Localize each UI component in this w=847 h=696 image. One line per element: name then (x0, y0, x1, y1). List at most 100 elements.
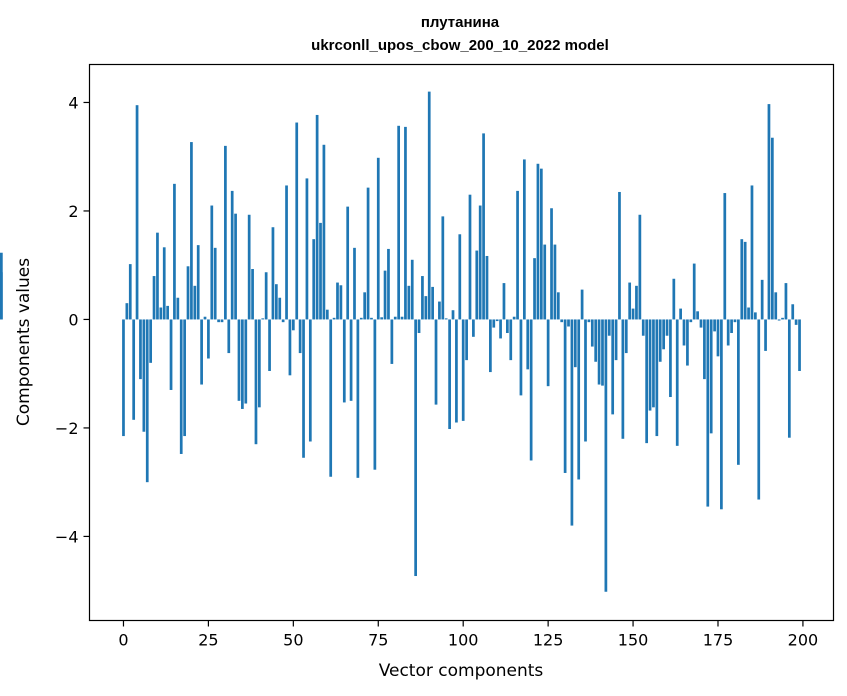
bar-90 (427, 91, 431, 320)
bar-82 (400, 316, 404, 320)
bar-52 (298, 319, 302, 354)
bar-133 (573, 319, 577, 368)
bar-6 (142, 319, 146, 432)
bar-63 (336, 282, 339, 320)
bar-102 (468, 194, 472, 320)
bar-140 (597, 319, 601, 385)
bar-141 (601, 319, 604, 386)
bar-95 (444, 318, 448, 320)
x-tick-label-150: 150 (618, 631, 649, 650)
bar-119 (526, 319, 530, 370)
bar-189 (764, 319, 767, 351)
bar-105 (478, 205, 482, 320)
bar-168 (692, 263, 696, 320)
bar-131 (567, 319, 570, 327)
bar-195 (784, 283, 788, 320)
bar-106 (482, 133, 485, 320)
bar-77 (383, 270, 387, 320)
bar-160 (665, 319, 669, 336)
y-tick-label--4: −4 (55, 527, 79, 546)
bar-130 (563, 319, 567, 473)
bar-83 (404, 126, 407, 320)
y-tick-label-4: 4 (68, 93, 78, 112)
bar-121 (533, 258, 536, 320)
bar-31 (227, 319, 231, 354)
bar-81 (397, 125, 401, 320)
bar-134 (577, 319, 581, 480)
chart-title: плутанина (421, 14, 500, 31)
bar-34 (237, 319, 241, 401)
bar-180 (733, 319, 737, 323)
bar-181 (737, 319, 740, 465)
bar-138 (590, 319, 594, 347)
bar-112 (502, 283, 506, 320)
bar-67 (349, 319, 353, 401)
bar-85 (410, 259, 414, 320)
bar-129 (560, 319, 564, 323)
bar-194 (781, 317, 784, 320)
bar-183 (743, 241, 747, 320)
bar-65 (342, 319, 346, 403)
bar-135 (580, 289, 584, 320)
bar-8 (149, 319, 153, 363)
bar-60 (325, 309, 329, 320)
bar-188 (760, 279, 764, 320)
bar-75 (376, 157, 380, 320)
bar-57 (315, 114, 319, 320)
bar-51 (295, 122, 299, 320)
bar-49 (288, 319, 292, 376)
bar-178 (726, 319, 730, 346)
bar-110 (495, 319, 499, 322)
y-tick-label-2: 2 (68, 202, 78, 221)
bar-176 (720, 319, 723, 510)
x-tick-label-50: 50 (283, 631, 303, 650)
y-axis-label: Components values (14, 258, 34, 426)
bar-37 (247, 214, 251, 320)
bar-197 (791, 304, 795, 320)
bar-48 (285, 185, 288, 320)
bar-12 (162, 247, 166, 320)
bar-166 (686, 319, 689, 366)
bar-116 (516, 190, 519, 320)
bar-2 (128, 264, 132, 320)
bar-4 (135, 105, 139, 320)
bar-145 (614, 319, 618, 361)
bar-61 (329, 319, 333, 477)
x-tick-label-175: 175 (703, 631, 734, 650)
bar-107 (485, 255, 489, 320)
bar-175 (716, 319, 720, 357)
bar-74 (373, 319, 377, 470)
bar-144 (611, 319, 615, 415)
bar-198 (794, 319, 798, 325)
bar-40 (258, 319, 261, 408)
bar-33 (234, 213, 237, 320)
bar-171 (703, 319, 706, 380)
bar-86 (414, 319, 417, 577)
bar-192 (774, 292, 778, 320)
bar-30 (224, 145, 227, 320)
bar-151 (635, 285, 638, 320)
bar-182 (740, 239, 744, 320)
bar-10 (156, 232, 159, 320)
bar-47 (281, 319, 285, 323)
bar-84 (407, 285, 411, 320)
bar-132 (570, 319, 574, 526)
bar-93 (438, 301, 441, 320)
bar-91 (431, 286, 434, 320)
bar-136 (584, 319, 587, 442)
bar-191 (770, 137, 774, 320)
bar-125 (546, 319, 550, 387)
bar-113 (506, 319, 509, 334)
bar-156 (652, 319, 655, 408)
x-axis-label: Vector components (379, 661, 544, 681)
bar-13 (166, 305, 169, 320)
bar-164 (679, 308, 682, 320)
bar-54 (305, 178, 309, 320)
bar-147 (621, 319, 625, 439)
bar-114 (509, 319, 513, 361)
bar-66 (346, 206, 350, 320)
bar-64 (339, 285, 343, 320)
bar-92 (434, 319, 438, 405)
bar-142 (604, 319, 608, 592)
